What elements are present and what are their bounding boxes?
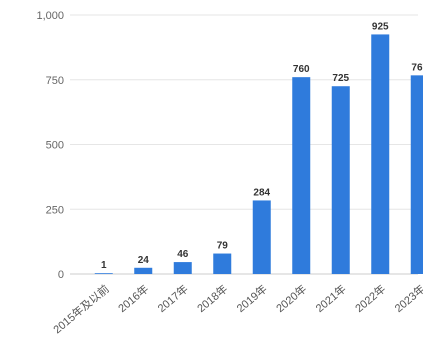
y-tick-label: 0 bbox=[58, 269, 64, 281]
data-label-3: 79 bbox=[217, 241, 229, 252]
data-label-4: 284 bbox=[253, 187, 270, 198]
x-tick-label-4: 2019年 bbox=[233, 282, 269, 316]
bar-7 bbox=[371, 34, 390, 274]
data-label-1: 24 bbox=[138, 255, 150, 266]
data-label-6: 725 bbox=[332, 73, 349, 84]
x-tick-label-2: 2017年 bbox=[154, 282, 190, 316]
bar-8 bbox=[410, 75, 423, 274]
x-tick-label-8: 2023年 bbox=[391, 282, 423, 316]
data-labels: 1 24 46 79 284 760 725 925 767 bbox=[101, 21, 423, 271]
y-tick-label: 500 bbox=[46, 140, 64, 152]
x-tick-label-5: 2020年 bbox=[273, 282, 309, 316]
bars bbox=[94, 34, 423, 274]
data-label-8: 767 bbox=[411, 62, 423, 73]
x-tick-label-6: 2021年 bbox=[312, 282, 348, 316]
gridlines bbox=[70, 14, 418, 275]
bar-4 bbox=[252, 200, 271, 274]
bar-1 bbox=[134, 267, 153, 274]
bar-3 bbox=[213, 253, 232, 274]
data-label-5: 760 bbox=[293, 64, 310, 75]
x-tick-label-3: 2018年 bbox=[194, 282, 230, 316]
x-tick-label-7: 2022年 bbox=[352, 282, 388, 316]
x-tick-label-0: 2015年及以前 bbox=[50, 282, 111, 337]
data-label-2: 46 bbox=[177, 249, 189, 260]
data-label-7: 925 bbox=[372, 21, 389, 32]
x-axis-ticks: 2015年及以前 2016年 2017年 2018年 2019年 2020年 2021年 20… bbox=[50, 282, 423, 337]
data-label-0: 1 bbox=[101, 260, 107, 271]
bar-5 bbox=[292, 77, 311, 274]
bar-0 bbox=[94, 273, 113, 274]
bar-6 bbox=[331, 86, 350, 274]
y-tick-label: 750 bbox=[46, 75, 64, 87]
bar-2 bbox=[173, 262, 192, 274]
y-axis-ticks: 0 250 500 750 1,000 bbox=[36, 10, 64, 281]
x-tick-label-1: 2016年 bbox=[115, 282, 151, 316]
y-tick-label: 1,000 bbox=[36, 10, 64, 22]
y-tick-label: 250 bbox=[46, 204, 64, 216]
